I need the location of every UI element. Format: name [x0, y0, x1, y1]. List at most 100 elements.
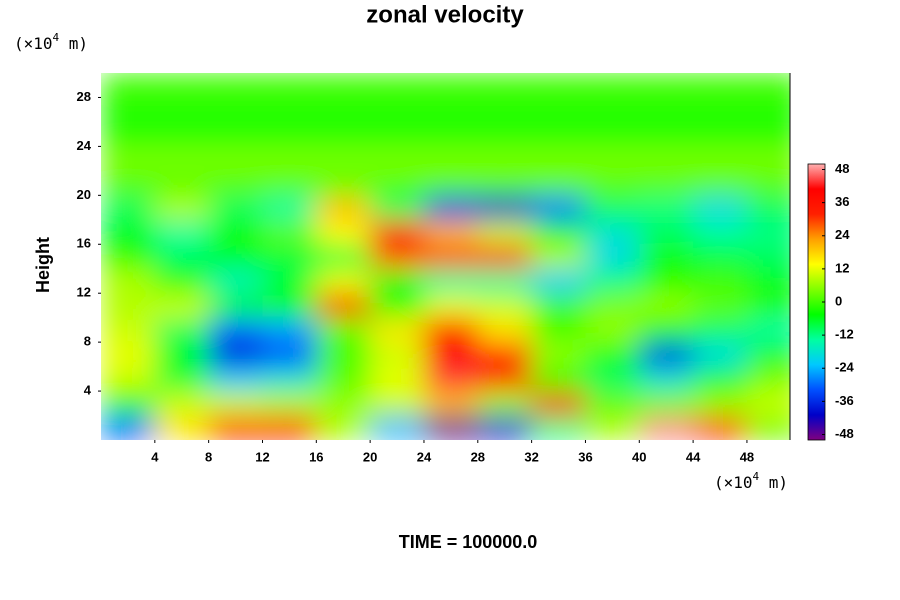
- field-cell: [262, 170, 317, 196]
- field-cell: [639, 268, 694, 294]
- field-cell: [477, 219, 533, 245]
- x-tick-label: 36: [578, 449, 592, 464]
- field-cell: [585, 342, 640, 368]
- field-cell: [423, 195, 479, 221]
- unit-suffix: m): [59, 34, 88, 53]
- field-cell: [693, 317, 748, 343]
- field-cell: [316, 244, 371, 270]
- field-cell: [531, 73, 586, 98]
- field-cell: [101, 195, 156, 221]
- field-cell: [423, 170, 479, 196]
- field-cell: [693, 195, 748, 221]
- field-cell: [693, 146, 748, 172]
- field-cell: [154, 244, 210, 270]
- field-cell: [477, 391, 533, 417]
- field-cell: [477, 97, 533, 123]
- unit-prefix: (×10: [14, 34, 53, 53]
- y-unit: (×104 m): [14, 31, 88, 53]
- field-cell: [423, 342, 479, 368]
- field-cell: [316, 415, 371, 440]
- field-cell: [585, 317, 640, 343]
- colorbar-tick-label: 12: [835, 260, 849, 275]
- y-tick-label: 12: [77, 285, 91, 300]
- field-cell: [154, 342, 210, 368]
- field-cell: [370, 391, 425, 417]
- field-cell: [208, 97, 263, 123]
- field-cell: [585, 366, 640, 392]
- field-cell: [693, 366, 748, 392]
- y-tick-label: 4: [84, 383, 92, 398]
- field-cell: [693, 73, 748, 98]
- field-cell: [639, 73, 694, 98]
- field-cell: [531, 219, 586, 245]
- field-cell: [208, 366, 263, 392]
- field-cell: [693, 121, 748, 147]
- field-cell: [101, 73, 156, 98]
- field-cell: [531, 244, 586, 270]
- field-cell: [639, 219, 694, 245]
- field-cell: [746, 293, 790, 319]
- colorbar-tick-label: -12: [835, 327, 854, 342]
- field-cell: [262, 73, 317, 98]
- y-tick-label: 20: [77, 187, 91, 202]
- field-cell: [262, 244, 317, 270]
- field-cell: [208, 121, 263, 147]
- colorbar-tick-label: -48: [835, 426, 854, 441]
- x-tick-label: 8: [205, 449, 212, 464]
- colorbar-tick-label: 24: [835, 227, 850, 242]
- field-cell: [423, 366, 479, 392]
- field-cell: [746, 317, 790, 343]
- field-cell: [639, 317, 694, 343]
- field-cell: [208, 415, 263, 440]
- unit-prefix: (×10: [714, 473, 753, 492]
- field-cell: [208, 317, 263, 343]
- x-tick-label: 16: [309, 449, 323, 464]
- field-cell: [370, 121, 425, 147]
- field-cell: [746, 244, 790, 270]
- field-cell: [370, 73, 425, 98]
- field-cell: [746, 391, 790, 417]
- y-tick-label: 28: [77, 89, 91, 104]
- field-cell: [693, 391, 748, 417]
- field-cell: [316, 317, 371, 343]
- field-cell: [746, 415, 790, 440]
- field-cell: [262, 268, 317, 294]
- field-cell: [370, 342, 425, 368]
- colorbar-tick-label: -24: [835, 360, 855, 375]
- field-cell: [477, 317, 533, 343]
- field-cell: [262, 317, 317, 343]
- field-cell: [746, 170, 790, 196]
- field-cell: [585, 195, 640, 221]
- field-cell: [531, 121, 586, 147]
- x-tick-label: 40: [632, 449, 646, 464]
- field-cell: [208, 195, 263, 221]
- x-tick-label: 32: [524, 449, 538, 464]
- field-cell: [316, 366, 371, 392]
- field-cell: [154, 317, 210, 343]
- field-cell: [477, 366, 533, 392]
- field-cell: [101, 146, 156, 172]
- field-cell: [477, 170, 533, 196]
- field-cell: [585, 146, 640, 172]
- field-cell: [639, 170, 694, 196]
- field-cell: [585, 121, 640, 147]
- field-cell: [208, 146, 263, 172]
- field-cell: [423, 146, 479, 172]
- field-cell: [639, 366, 694, 392]
- field-cell: [585, 73, 640, 98]
- field-cell: [531, 268, 586, 294]
- field-cell: [370, 244, 425, 270]
- field-cell: [531, 317, 586, 343]
- y-tick-label: 24: [77, 138, 92, 153]
- field-cell: [370, 415, 425, 440]
- field-cell: [585, 244, 640, 270]
- footer: TIME = 100000.0: [399, 532, 538, 552]
- field-cell: [154, 366, 210, 392]
- field-cell: [262, 121, 317, 147]
- field-cell: [262, 195, 317, 221]
- y-tick-label: 16: [77, 236, 91, 251]
- field-cell: [154, 391, 210, 417]
- field-cell: [316, 342, 371, 368]
- field-cell: [101, 415, 156, 440]
